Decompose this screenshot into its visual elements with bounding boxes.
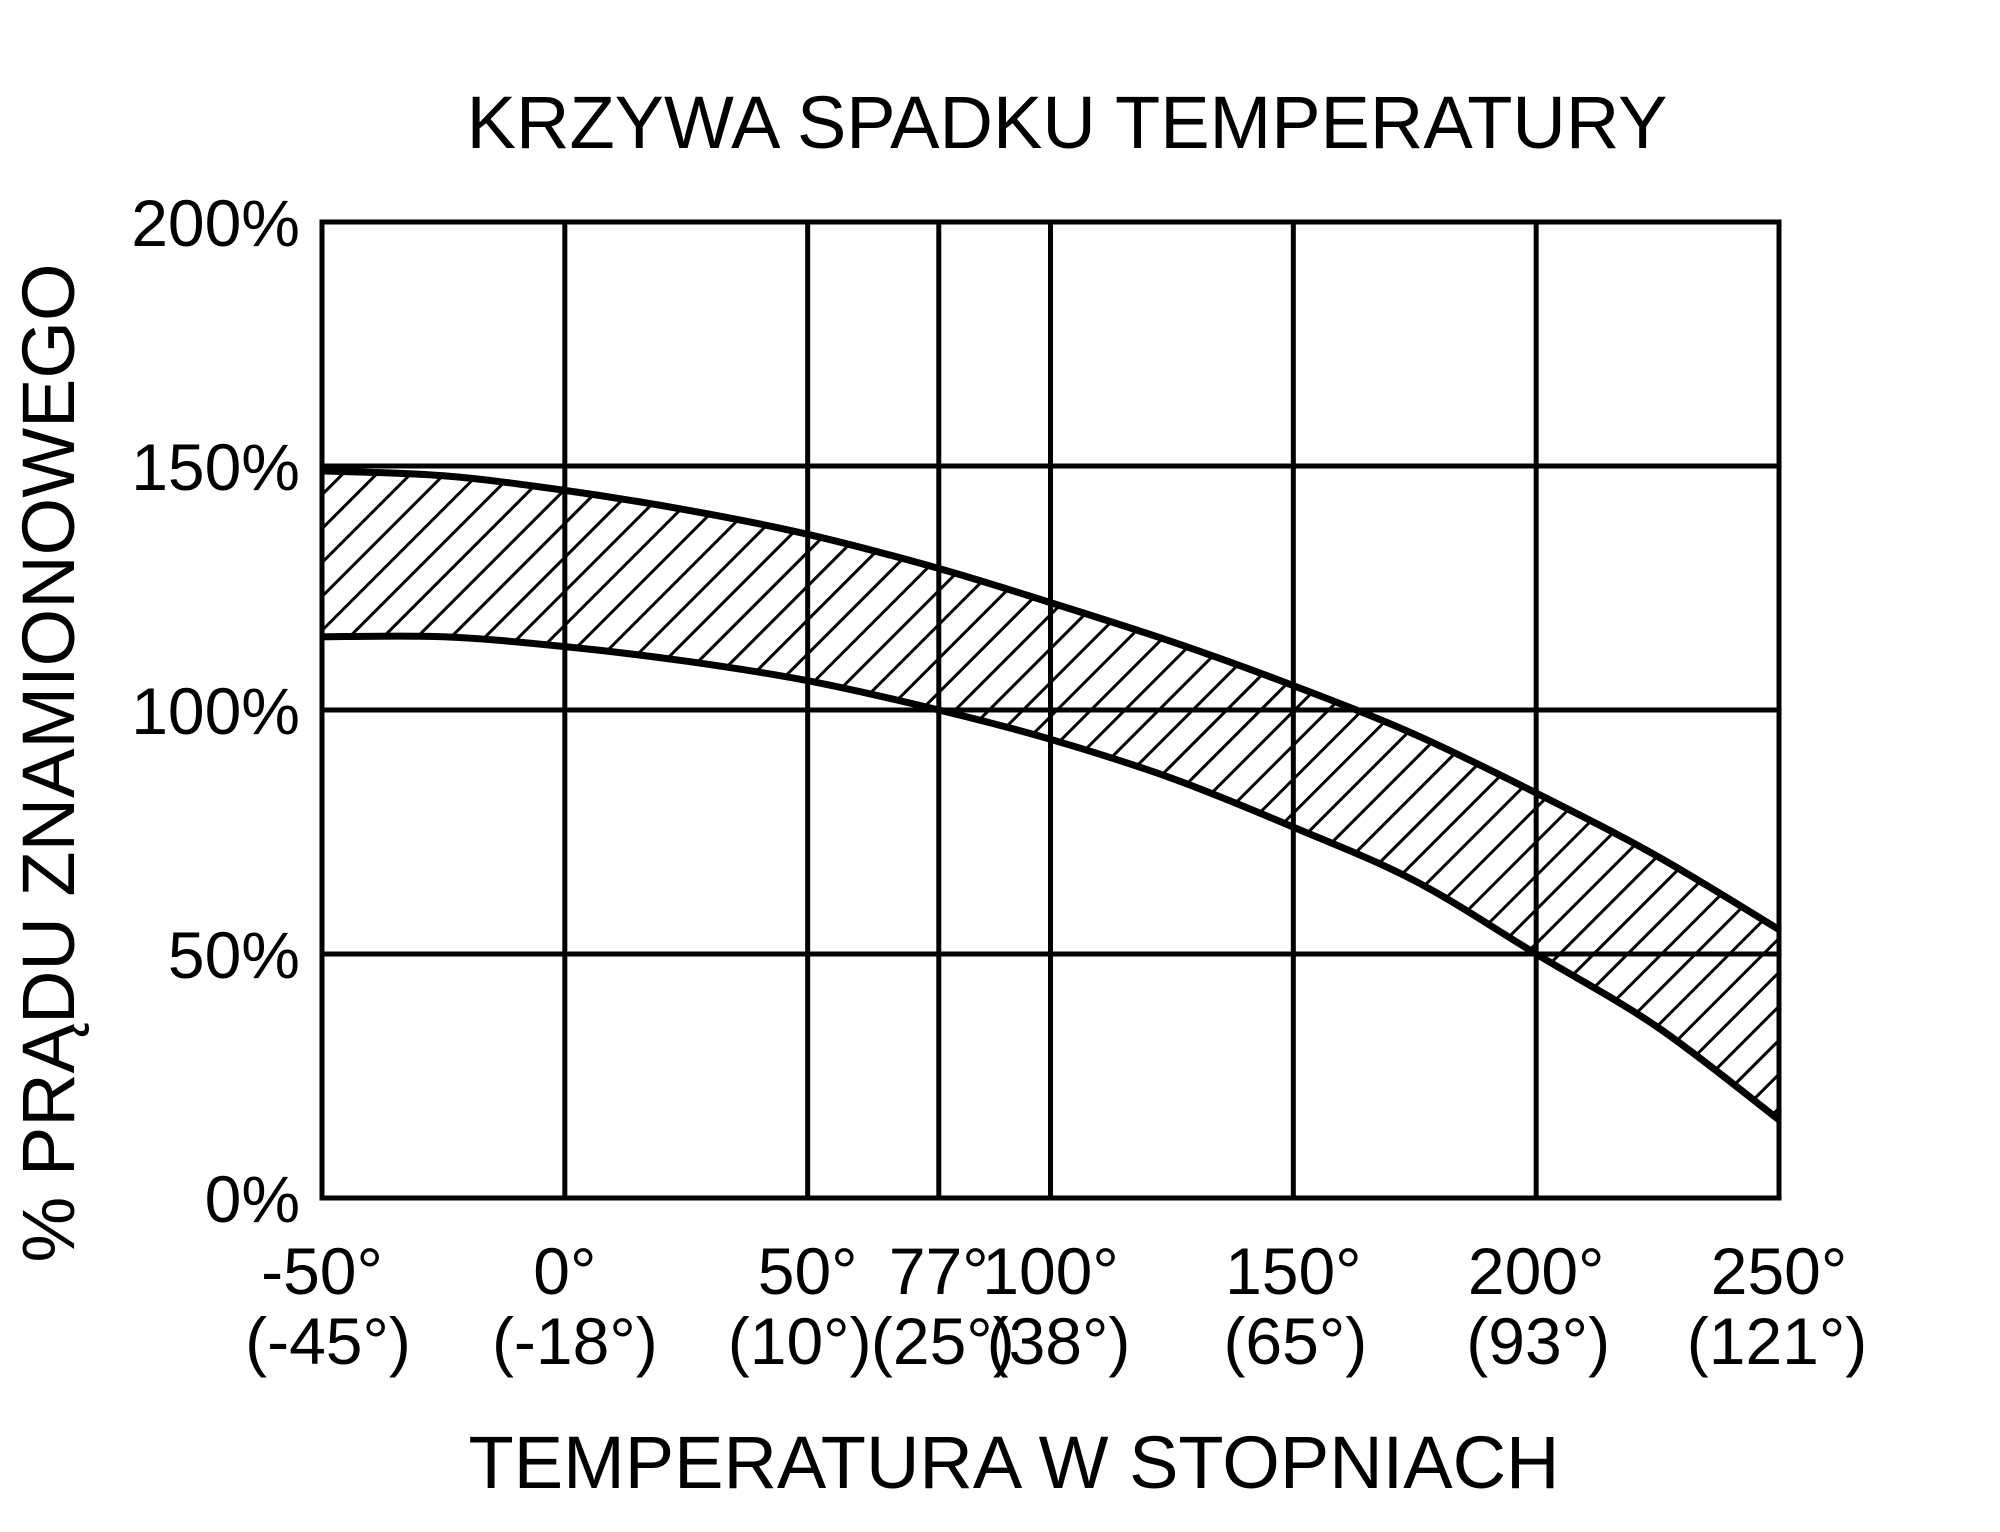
x-tick-label: 77°: [889, 1234, 989, 1308]
y-tick-label: 50%: [168, 918, 300, 992]
x-tick-label: 50°: [758, 1234, 858, 1308]
y-axis-label: % PRĄDU ZNAMIONOWEGO: [7, 263, 90, 1262]
x-tick-sublabel: (25°): [871, 1304, 1015, 1378]
x-tick-sublabel: (93°): [1466, 1304, 1610, 1378]
x-axis-ticks: -50°(-45°) 0°(-18°) 50°(10°)77°(25°)100°(3…: [245, 1234, 1867, 1378]
derating-band: [322, 470, 1779, 1120]
y-tick-label: 0%: [205, 1162, 300, 1236]
chart-title: KRZYWA SPADKU TEMPERATURY: [467, 81, 1668, 164]
x-tick-sublabel: (38°): [987, 1304, 1131, 1378]
x-axis-label: TEMPERATURA W STOPNIACH: [469, 1421, 1560, 1504]
x-tick-sublabel: (10°): [728, 1304, 872, 1378]
x-tick-label: 100°: [982, 1234, 1119, 1308]
y-tick-label: 200%: [131, 186, 300, 260]
x-tick-label: 150°: [1225, 1234, 1362, 1308]
x-tick-sublabel: (-45°): [245, 1304, 411, 1378]
grid: [319, 219, 1782, 1201]
x-tick-label: 250°: [1711, 1234, 1848, 1308]
y-axis-ticks: 0% 50% 100% 150% 200%: [131, 186, 300, 1236]
x-tick-label: -50°: [261, 1234, 383, 1308]
x-tick-sublabel: (65°): [1223, 1304, 1367, 1378]
plot-frame: [319, 219, 1782, 1201]
x-tick-sublabel: (-18°): [492, 1304, 658, 1378]
y-tick-label: 150%: [131, 430, 300, 504]
x-tick-sublabel: (121°): [1687, 1304, 1867, 1378]
y-tick-label: 100%: [131, 674, 300, 748]
x-tick-label: 0°: [533, 1234, 596, 1308]
x-tick-label: 200°: [1468, 1234, 1605, 1308]
